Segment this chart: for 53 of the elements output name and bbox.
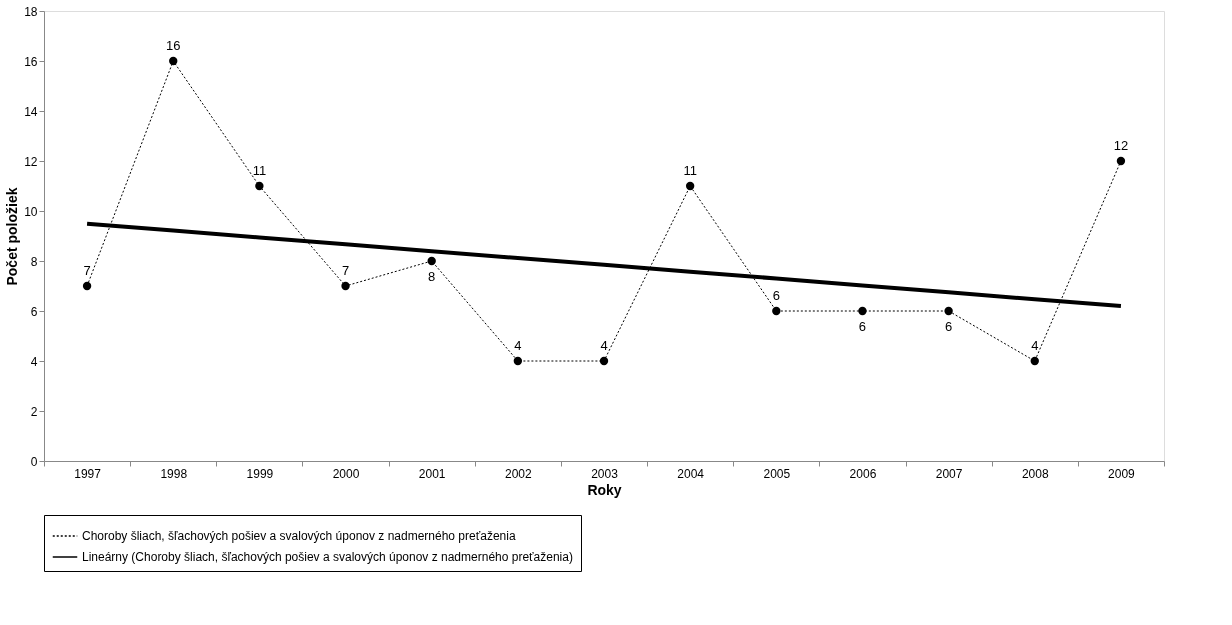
point [772,306,781,316]
point [944,306,953,316]
point [1030,356,1039,366]
point [255,181,264,191]
x-tick-label: 1998 [160,466,188,481]
point [513,356,523,366]
data-label: 11 [252,163,267,178]
y-tick-label: 18 [24,4,38,19]
data-label: 6 [945,319,953,334]
y-tick-label: 10 [24,204,38,219]
y-tick-label: 12 [24,154,38,169]
point [169,56,178,66]
y-axis-title: Počet položiek [4,187,21,286]
y-tick-label: 0 [30,454,38,469]
data-label: 12 [1113,138,1129,153]
data-label: 8 [428,269,436,284]
x-axis-title: Roky [587,481,622,498]
x-tick-label: 2009 [1108,466,1136,481]
point [427,256,436,266]
data-label: 7 [341,263,350,278]
x-tick-label: 2003 [591,466,619,481]
data-label: 4 [514,338,522,353]
data-label: 11 [683,163,697,178]
point [599,356,609,366]
x-tick-label: 1997 [74,466,102,481]
x-tick-label: 1999 [246,466,274,481]
x-tick-label: 2006 [849,466,877,481]
legend-label: Choroby šliach, šľachových pošiev a svalových úponov z nadmerného preťaženia [82,529,516,543]
y-tick-label: 16 [24,54,38,69]
y-tick-label: 2 [30,404,38,419]
y-tick-label: 8 [30,254,38,269]
x-tick-label: 2004 [677,466,705,481]
data-label: 4 [1031,338,1039,353]
data-label: 6 [772,288,780,303]
point [858,306,867,316]
y-tick-label: 4 [30,354,38,369]
point [341,281,350,291]
data-label: 6 [858,319,867,334]
data-label: 7 [83,263,91,278]
point [1116,156,1126,166]
legend-label: Lineárny (Choroby šliach, šľachových pošiev a svalových úponov z nadmerného preťaženia) [82,550,573,564]
point [82,281,92,291]
y-tick-label: 14 [24,104,38,119]
x-tick-label: 2005 [763,466,791,481]
data-label: 4 [600,338,608,353]
x-tick-label: 2002 [504,466,533,481]
x-tick-label: 2008 [1021,466,1049,481]
x-tick-label: 2007 [935,466,963,481]
x-tick-label: 2001 [418,466,446,481]
y-tick-label: 6 [30,304,38,319]
point [685,181,695,191]
x-tick-label: 2000 [332,466,360,481]
data-label: 16 [166,38,181,53]
